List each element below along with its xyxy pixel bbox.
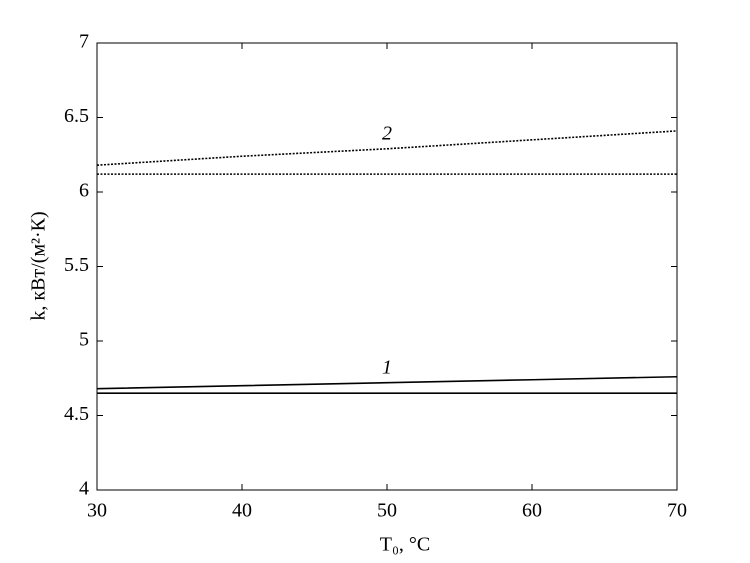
y-tick-label: 4.5 [64, 403, 89, 425]
series-label: 2 [382, 122, 392, 144]
y-tick-label: 5 [79, 329, 89, 351]
y-axis-label: k, кВт/(м²·К) [28, 211, 50, 320]
x-tick-label: 70 [667, 500, 687, 522]
x-axis-label: T₀, °C [380, 534, 431, 556]
y-tick-label: 4 [79, 478, 89, 500]
y-tick-label: 7 [79, 31, 89, 53]
series-label: 1 [382, 356, 392, 378]
series-line [96, 375, 678, 390]
y-tick-label: 6.5 [64, 105, 89, 127]
x-tick-label: 50 [377, 500, 397, 522]
x-tick-label: 40 [232, 500, 252, 522]
y-tick-label: 5.5 [64, 254, 89, 276]
x-tick-label: 60 [522, 500, 542, 522]
plot-frame [96, 42, 678, 491]
y-tick-label: 6 [79, 180, 89, 202]
x-tick-label: 30 [87, 500, 107, 522]
series-line [96, 130, 678, 166]
